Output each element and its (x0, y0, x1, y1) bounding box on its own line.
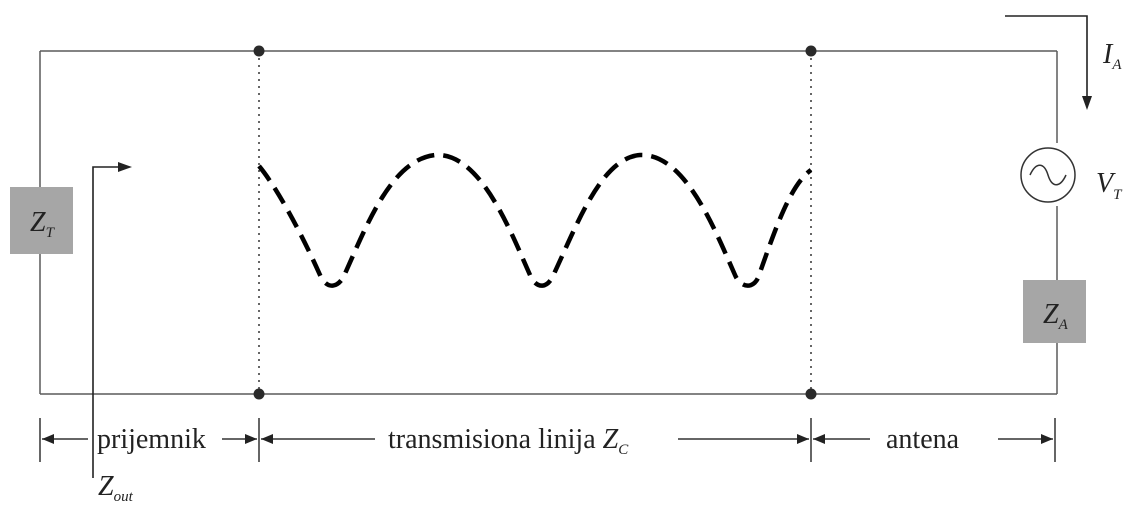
za-impedance: ZA (1023, 280, 1086, 343)
current-arrow-line (1005, 15, 1088, 98)
zout-arrowhead-icon (118, 162, 132, 172)
zout-label: Zout (98, 471, 134, 505)
zt-impedance: ZT (10, 187, 73, 254)
za-label: ZA (1043, 299, 1069, 333)
vt-label: VT (1096, 168, 1123, 203)
za-box (1023, 280, 1086, 343)
dim-arrowhead-icon (797, 434, 809, 444)
current-arrowhead-icon (1082, 96, 1092, 110)
dimension-markers (39, 418, 1056, 462)
node-bottom-right (805, 388, 817, 400)
zout-arrow: Zout (92, 162, 134, 505)
transmission-line-label: transmisiona linija ZC (388, 424, 629, 458)
node-top-right (805, 45, 817, 57)
zt-label: ZT (30, 207, 56, 241)
dim-arrowhead-icon (813, 434, 825, 444)
standing-wave (257, 152, 813, 288)
sine-icon (1029, 164, 1067, 186)
dim-arrowhead-icon (261, 434, 273, 444)
circuit-wires (39, 50, 1058, 395)
voltage-source: VT (1020, 147, 1123, 203)
node-top-left (253, 45, 265, 57)
dim-arrowhead-icon (245, 434, 257, 444)
current-arrow: IA (1005, 15, 1122, 110)
ia-label: IA (1102, 39, 1122, 73)
zt-box (10, 187, 73, 254)
dim-arrowhead-icon (42, 434, 54, 444)
zout-arrow-line (92, 166, 120, 478)
antenna-label: antena (886, 424, 960, 455)
dim-arrowhead-icon (1041, 434, 1053, 444)
receiver-label: prijemnik (97, 424, 206, 455)
node-bottom-left (253, 388, 265, 400)
